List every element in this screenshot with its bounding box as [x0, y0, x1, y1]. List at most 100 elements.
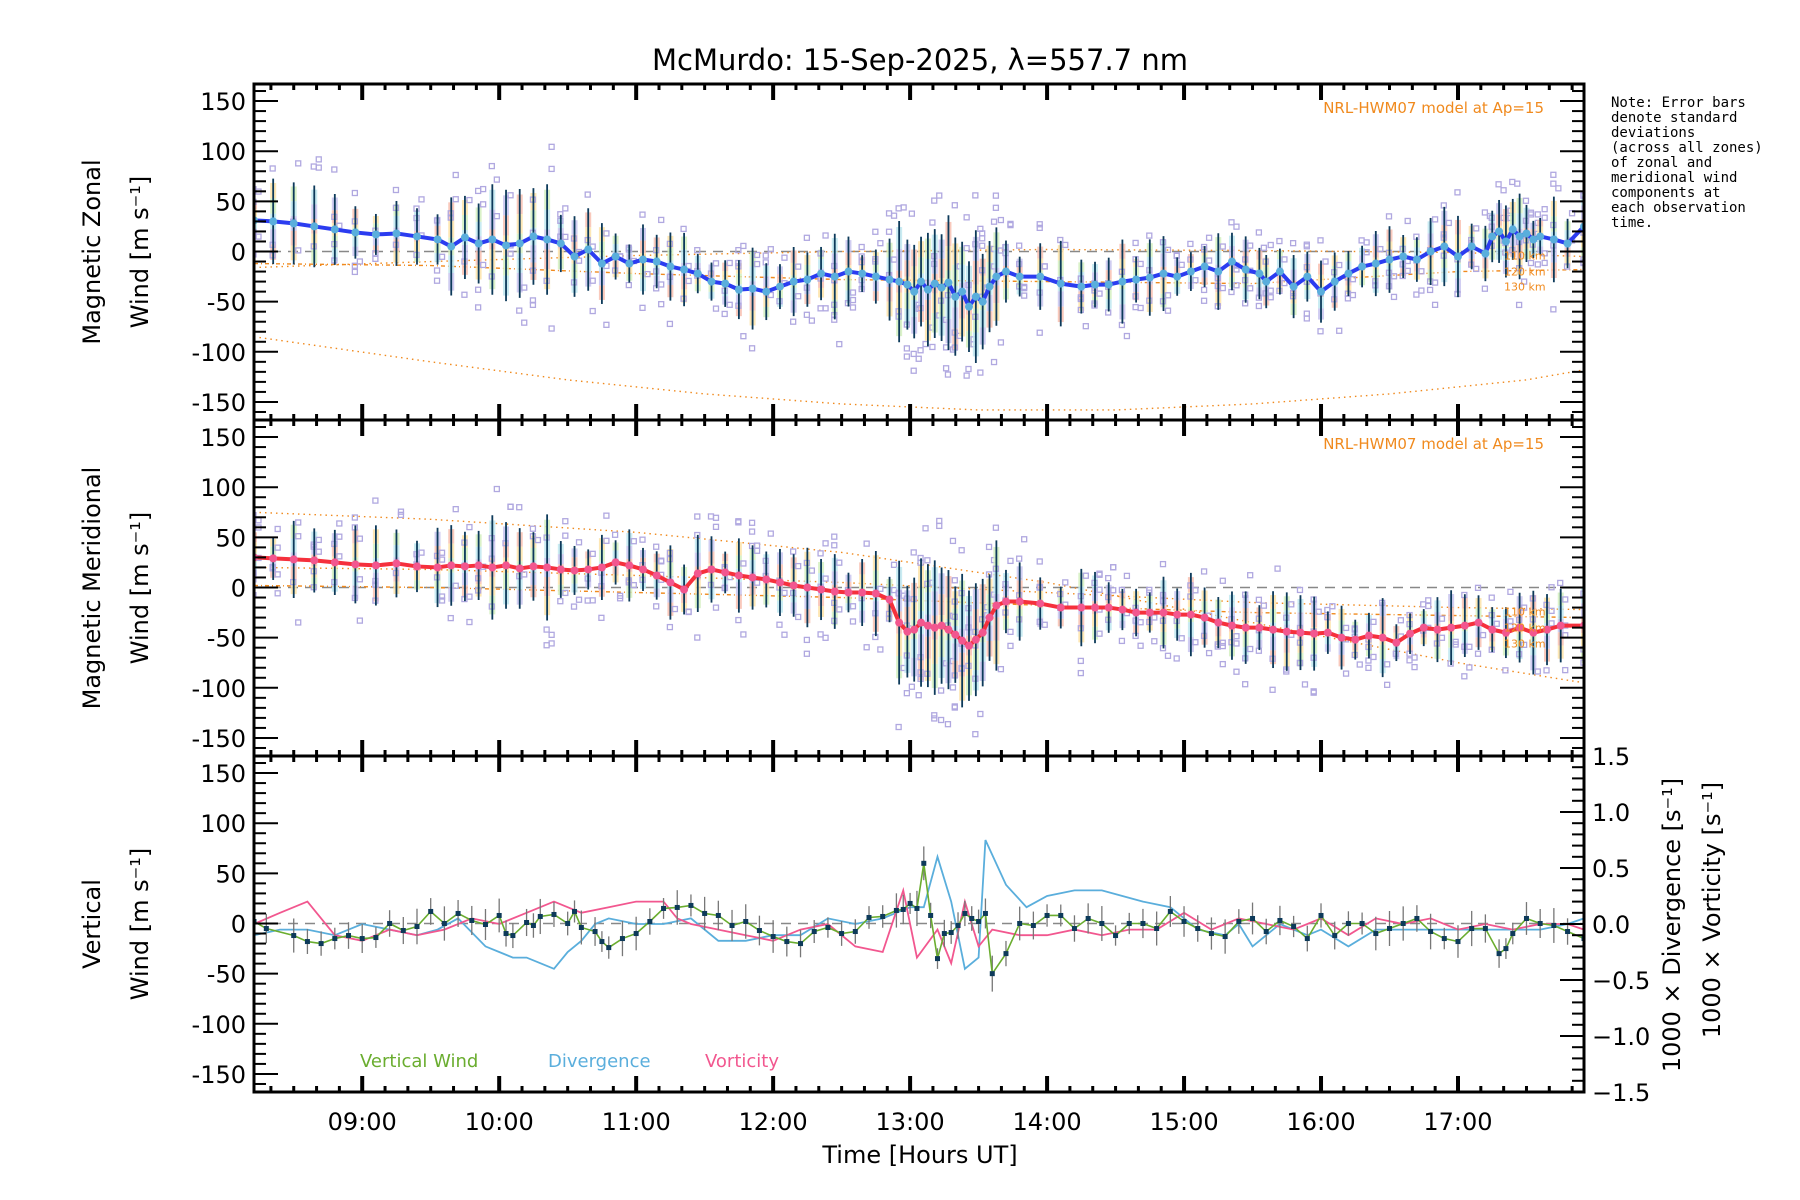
zone-sample-marker: [1425, 602, 1432, 610]
data-point: [748, 284, 757, 293]
data-point: [1001, 597, 1010, 606]
zone-sample-marker: [712, 514, 720, 521]
data-point: [639, 565, 648, 574]
zone-sample-marker: [1228, 219, 1235, 226]
zone-sample-marker: [929, 343, 936, 351]
zone-sample-marker: [639, 211, 646, 218]
zone-sample-marker: [603, 321, 610, 328]
data-point: [639, 255, 648, 264]
zone-sample-marker: [295, 160, 302, 167]
data-point: [1236, 918, 1242, 924]
data-point: [496, 912, 502, 918]
data-point: [1337, 633, 1346, 642]
zone-sample-marker: [903, 345, 911, 352]
y-tick-label: -50: [207, 625, 246, 653]
zone-sample-marker: [548, 143, 555, 150]
zone-sample-marker: [936, 192, 943, 199]
zone-sample-marker: [543, 626, 550, 633]
data-point: [1030, 923, 1036, 929]
zone-sample-marker: [1431, 216, 1439, 223]
x-tick-label: 11:00: [602, 1108, 671, 1136]
data-point: [907, 900, 913, 906]
zone-sample-marker: [1233, 668, 1240, 675]
data-point: [871, 589, 880, 598]
data-point: [1455, 939, 1461, 945]
data-point: [1501, 628, 1510, 637]
data-point: [1453, 252, 1462, 261]
data-point: [1503, 946, 1509, 952]
y-tick-label: -150: [192, 725, 246, 753]
zone-sample-marker: [1438, 634, 1446, 641]
zone-sample-marker: [438, 593, 446, 600]
data-point: [1159, 269, 1168, 278]
data-point: [570, 566, 579, 575]
data-point: [858, 269, 867, 278]
model-km-label: 130 km: [1504, 638, 1546, 651]
zone-sample-marker: [885, 210, 893, 217]
x-tick-label: 13:00: [876, 1108, 945, 1136]
zone-sample-marker: [1233, 640, 1240, 647]
zone-sample-marker: [936, 522, 943, 530]
data-point: [1460, 621, 1469, 630]
zone-sample-marker: [474, 304, 482, 311]
zone-sample-marker: [315, 164, 322, 171]
zone-sample-marker: [990, 358, 998, 366]
zone-sample-marker: [1164, 246, 1172, 254]
zone-sample-marker: [1082, 572, 1089, 579]
zone-sample-marker: [1384, 661, 1391, 668]
data-point: [885, 275, 894, 284]
zone-sample-marker: [890, 561, 898, 568]
data-point: [647, 918, 653, 924]
zone-sample-marker: [963, 214, 970, 221]
data-point: [693, 269, 702, 278]
data-point: [482, 922, 488, 928]
zone-sample-marker: [997, 216, 1005, 224]
data-point: [688, 902, 694, 908]
zone-sample-marker: [356, 576, 364, 583]
model-curve-3: [254, 336, 1584, 411]
zone-sample-marker: [548, 640, 555, 647]
zone-sample-marker: [1461, 673, 1468, 680]
zone-sample-marker: [1200, 568, 1208, 575]
zone-sample-marker: [1096, 290, 1103, 297]
zone-sample-marker: [529, 297, 537, 304]
data-point: [1310, 629, 1319, 638]
zone-sample-marker: [1520, 278, 1528, 285]
zone-sample-marker: [979, 242, 986, 249]
data-point: [1173, 610, 1182, 619]
data-point: [597, 563, 606, 572]
data-point: [903, 627, 912, 636]
data-point: [584, 565, 593, 574]
zone-sample-marker: [653, 543, 660, 550]
data-point: [570, 252, 579, 261]
data-point: [1551, 923, 1557, 929]
data-point: [433, 235, 442, 244]
data-point: [289, 555, 298, 564]
data-point: [985, 282, 994, 291]
zone-sample-marker: [1550, 171, 1557, 178]
data-point: [1085, 915, 1091, 921]
zone-sample-marker: [1146, 232, 1153, 239]
data-point: [1071, 926, 1077, 932]
zone-sample-marker: [808, 567, 816, 574]
zone-sample-marker: [658, 281, 665, 288]
data-point: [1330, 277, 1339, 286]
data-point: [447, 561, 456, 570]
data-point: [625, 259, 634, 268]
data-point: [900, 906, 906, 912]
data-point: [978, 628, 987, 637]
zone-sample-marker: [274, 571, 281, 578]
data-point: [291, 933, 297, 939]
zone-sample-marker: [466, 196, 473, 204]
zone-sample-marker: [639, 304, 646, 311]
data-point: [930, 623, 939, 632]
data-point: [1373, 931, 1379, 937]
model-km-label: 120 km: [1504, 622, 1546, 635]
data-point: [978, 297, 987, 306]
x-tick-label: 16:00: [1286, 1108, 1355, 1136]
zone-sample-marker: [356, 617, 364, 624]
zone-sample-marker: [336, 553, 343, 560]
data-point: [1132, 608, 1141, 617]
zone-sample-marker: [965, 365, 972, 373]
zone-sample-marker: [254, 512, 257, 519]
